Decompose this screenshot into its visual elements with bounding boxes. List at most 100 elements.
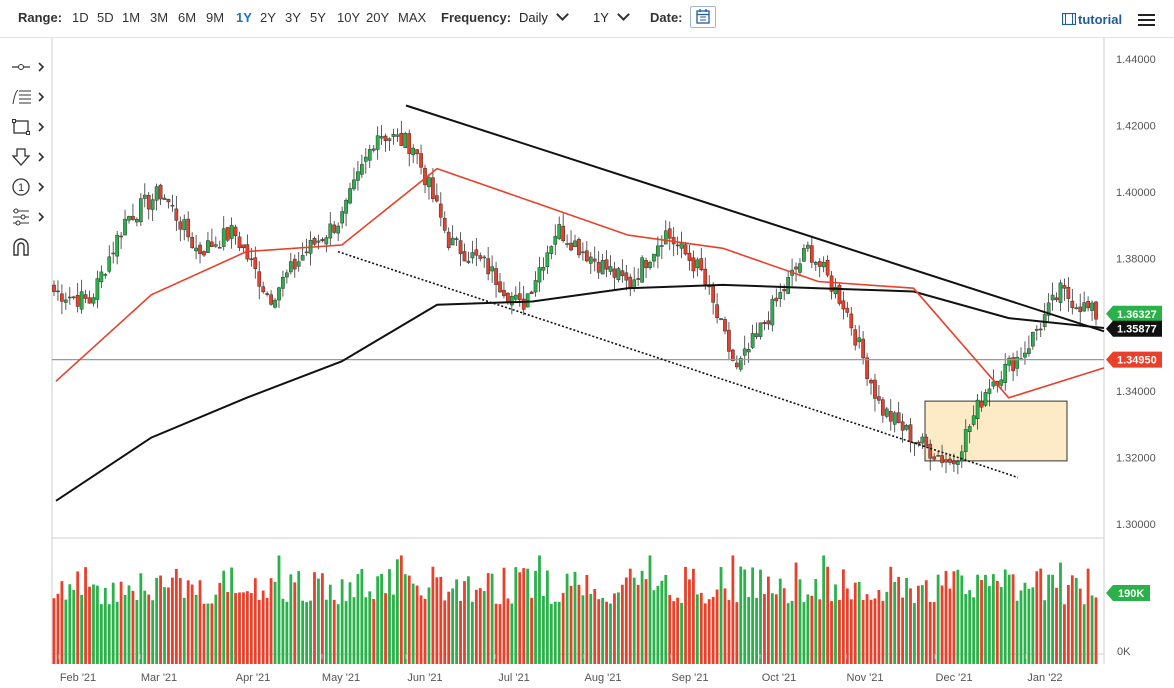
candle-body xyxy=(738,358,743,370)
range-button-max[interactable]: MAX xyxy=(398,10,427,25)
volume-bar xyxy=(439,576,443,664)
volume-bar xyxy=(1003,569,1007,664)
number-marker-tool-button[interactable]: 1 xyxy=(10,176,50,198)
candle-body xyxy=(454,238,459,240)
candle-body xyxy=(395,134,400,137)
candle-body xyxy=(963,429,968,452)
candle-body xyxy=(928,443,933,459)
candle-body xyxy=(470,252,475,259)
volume-bar xyxy=(163,587,166,664)
range-button-1y[interactable]: 1Y xyxy=(236,10,252,25)
volume-bar xyxy=(60,581,64,664)
range-button-5d[interactable]: 5D xyxy=(97,10,114,25)
candle-body xyxy=(608,266,613,272)
candle-body xyxy=(829,275,834,292)
candle-body xyxy=(817,261,822,267)
range-button-3y[interactable]: 3Y xyxy=(285,10,301,25)
volume-bar xyxy=(372,598,376,664)
period-select[interactable]: 1Y xyxy=(593,8,630,26)
candle-body xyxy=(628,276,633,288)
candle-body xyxy=(813,262,818,265)
candle-body xyxy=(375,135,380,150)
candle-body xyxy=(786,277,790,294)
candle-body xyxy=(908,424,913,443)
candle-body xyxy=(636,278,641,280)
tutorial-link[interactable]: tutorial xyxy=(1061,12,1122,27)
range-button-5y[interactable]: 5Y xyxy=(310,10,326,25)
hamburger-menu-icon[interactable] xyxy=(1138,14,1155,26)
volume-bar xyxy=(684,566,687,664)
volume-bar xyxy=(427,587,431,664)
candle-body xyxy=(632,279,637,288)
volume-tag-label: 190K xyxy=(1118,588,1144,600)
candle-body xyxy=(383,135,388,142)
candle-body xyxy=(944,459,948,463)
volume-bar xyxy=(463,581,466,664)
fibonacci-tool-button[interactable] xyxy=(10,86,50,108)
range-button-1m[interactable]: 1M xyxy=(122,10,141,25)
candle-body xyxy=(1030,331,1035,347)
range-button-1d[interactable]: 1D xyxy=(72,10,89,25)
candle-body xyxy=(675,244,680,247)
volume-bar xyxy=(399,555,403,664)
range-button-9m[interactable]: 9M xyxy=(206,10,225,25)
rectangle-tool-button[interactable] xyxy=(10,116,50,138)
range-button-2y[interactable]: 2Y xyxy=(260,10,276,25)
svg-text:1: 1 xyxy=(18,182,24,194)
candle-body xyxy=(734,362,739,368)
candle-body xyxy=(336,225,341,234)
price-chart[interactable]: 1.300001.320001.340001.360001.380001.400… xyxy=(0,38,1174,688)
range-button-6m[interactable]: 6M xyxy=(178,10,197,25)
candle-body xyxy=(363,156,368,162)
candle-body xyxy=(644,260,648,269)
volume-bar xyxy=(873,598,877,664)
volume-bar xyxy=(893,582,897,664)
frequency-select[interactable]: Daily xyxy=(519,8,569,26)
date-picker-button[interactable] xyxy=(690,6,716,28)
volume-bar xyxy=(376,576,380,664)
candle-body xyxy=(371,148,376,151)
candle-body xyxy=(494,268,498,285)
candle-body xyxy=(56,290,60,293)
candle-body xyxy=(1011,357,1015,372)
volume-bar xyxy=(1035,571,1039,664)
candle-body xyxy=(754,333,759,338)
volume-bar xyxy=(167,587,170,664)
y-axis-tick-label: 1.34000 xyxy=(1116,386,1156,398)
x-axis-tick-label: Oct '21 xyxy=(762,672,797,684)
arrow-down-tool-button[interactable] xyxy=(10,146,50,168)
volume-bar xyxy=(214,594,218,664)
range-button-3m[interactable]: 3M xyxy=(150,10,169,25)
candle-body xyxy=(1015,356,1019,369)
volume-bar xyxy=(474,589,478,664)
line-tool-button[interactable] xyxy=(10,56,50,78)
volume-bar xyxy=(751,567,755,664)
magnet-button[interactable] xyxy=(10,236,50,258)
candle-body xyxy=(391,134,396,137)
candle-body xyxy=(229,224,234,239)
x-axis-tick-label: Apr '21 xyxy=(236,672,271,684)
volume-bar xyxy=(328,584,332,664)
volume-bar xyxy=(182,597,186,664)
candle-body xyxy=(723,319,727,332)
candle-body xyxy=(458,240,463,254)
volume-bar xyxy=(786,603,790,664)
range-button-10y[interactable]: 10Y xyxy=(337,10,361,25)
candle-body xyxy=(640,257,644,283)
pattern-tool-button[interactable] xyxy=(10,206,50,228)
range-button-20y[interactable]: 20Y xyxy=(366,10,390,25)
candle-body xyxy=(162,197,167,200)
volume-bar xyxy=(305,602,309,664)
candle-body xyxy=(865,357,869,380)
candle-body xyxy=(407,133,412,154)
candle-body xyxy=(794,266,798,270)
range-label: Range: xyxy=(18,10,63,25)
volume-bar xyxy=(72,589,76,664)
volume-bar xyxy=(265,597,269,664)
volume-bar xyxy=(88,586,91,664)
candle-body xyxy=(517,293,522,300)
candle-body xyxy=(612,268,617,278)
price-tag xyxy=(1106,320,1162,337)
candle-body xyxy=(802,248,806,262)
lower-trend-line xyxy=(337,250,1019,479)
